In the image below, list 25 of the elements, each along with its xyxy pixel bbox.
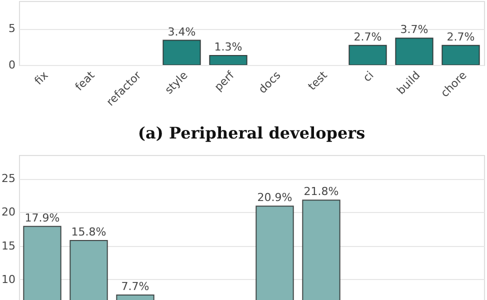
x-tick-label: fix xyxy=(32,68,52,88)
bar xyxy=(162,40,201,65)
y-tick-label: 5 xyxy=(8,22,16,36)
y-tick-label: 10 xyxy=(2,272,16,286)
bar xyxy=(442,44,480,65)
data-label: 3.4% xyxy=(168,25,196,38)
y-tick-label: 15 xyxy=(2,239,16,252)
bar xyxy=(395,38,434,65)
x-tick-label: test xyxy=(306,68,330,93)
y-tick-label: 20 xyxy=(2,206,16,219)
data-label: 2.7% xyxy=(354,30,382,44)
y-tick-label: 25 xyxy=(2,172,16,186)
data-label: 17.9% xyxy=(24,211,60,224)
data-label: 1.3% xyxy=(214,40,242,54)
bar xyxy=(209,55,248,65)
data-label: 15.8% xyxy=(71,225,106,238)
data-label: 20.9% xyxy=(257,191,292,204)
data-label: 3.7% xyxy=(400,23,428,36)
data-label: 2.7% xyxy=(446,30,475,44)
bar xyxy=(348,44,387,65)
text: (a) Peripheral developers xyxy=(138,123,366,142)
x-tick-label: ci xyxy=(360,68,376,84)
data-label: 7.7% xyxy=(121,280,150,293)
y-tick-label: 0 xyxy=(8,58,16,72)
data-label: 21.8% xyxy=(304,185,339,198)
